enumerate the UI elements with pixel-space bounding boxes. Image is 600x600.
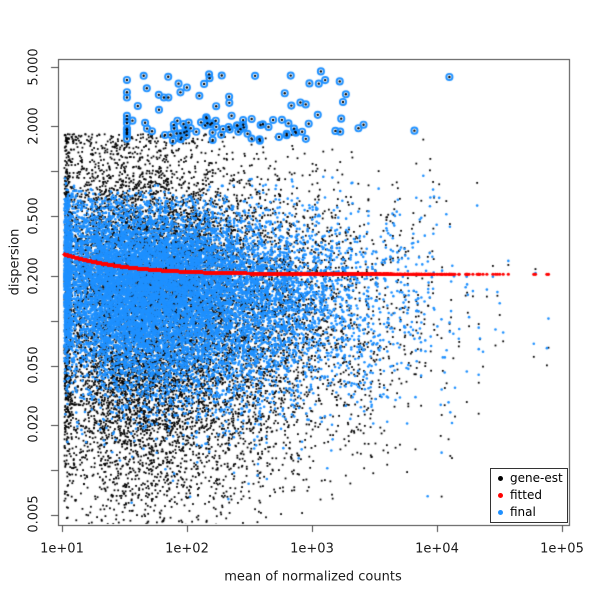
x-tick-label-1e03: 1e+03: [290, 541, 334, 557]
x-tick-label-1e05: 1e+05: [540, 541, 584, 557]
legend-item-fitted: fitted: [498, 488, 567, 503]
gene-est-marker-icon: [498, 476, 503, 481]
legend-item-gene-est: gene-est: [498, 471, 567, 486]
y-tick-label-0p2: 0.200: [26, 257, 42, 295]
legend-label-final: final: [510, 505, 536, 519]
legend-item-final: final: [498, 505, 567, 520]
x-tick-label-1e04: 1e+04: [415, 541, 459, 557]
y-tick-label-0p5: 0.500: [26, 197, 42, 235]
y-tick-label-0p05: 0.050: [26, 346, 42, 384]
fitted-marker-icon: [498, 493, 503, 498]
y-tick-label-2: 2.000: [26, 107, 42, 145]
legend-box: gene-est fitted final: [490, 468, 568, 523]
legend-label-fitted: fitted: [510, 488, 542, 502]
legend-label-gene-est: gene-est: [510, 471, 563, 485]
final-marker-icon: [498, 510, 503, 515]
x-axis-title: mean of normalized counts: [224, 569, 402, 585]
x-tick-label-1e01: 1e+01: [40, 541, 84, 557]
y-tick-label-0p02: 0.020: [26, 405, 42, 443]
y-axis-title: dispersion: [7, 228, 23, 296]
x-tick-label-1e02: 1e+02: [165, 541, 209, 557]
y-tick-label-5: 5.000: [26, 48, 42, 86]
y-tick-label-0p005: 0.005: [26, 495, 42, 533]
